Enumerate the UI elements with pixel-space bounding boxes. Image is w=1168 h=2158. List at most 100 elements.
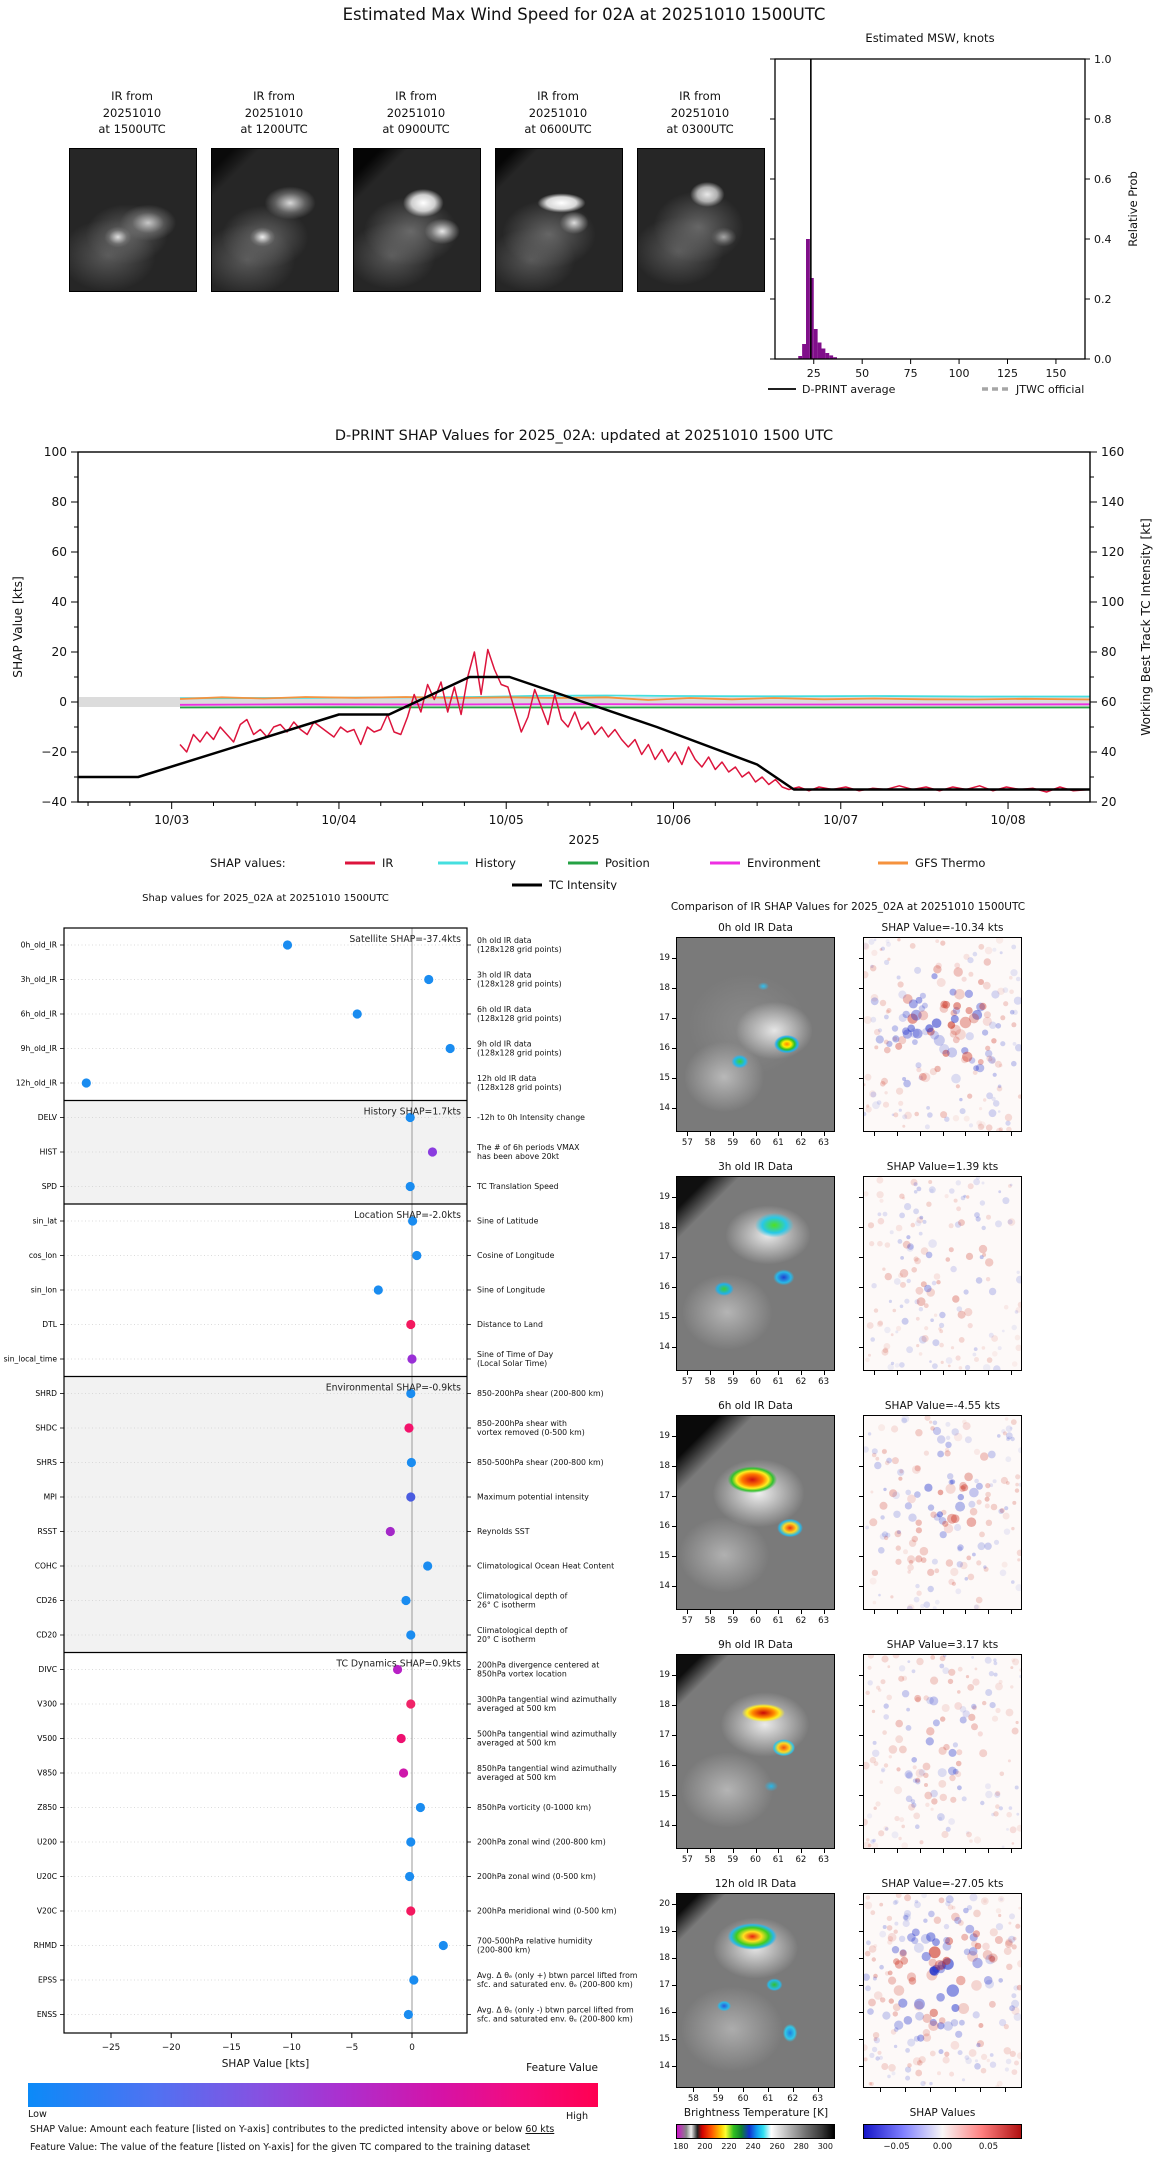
feature-desc: 0h old IR data(128x128 grid points): [477, 936, 562, 954]
dotplot-dots: [81, 940, 455, 2020]
lat-tick: [672, 1903, 676, 1905]
lat-tick: [672, 1586, 676, 1587]
feature-dot: [405, 1181, 415, 1192]
ir-satellite-image: [495, 148, 623, 293]
svg-text:200hPa meridional wind (0-500: 200hPa meridional wind (0-500 km): [477, 1907, 617, 1916]
feature-dot: [406, 1837, 416, 1847]
lat-tick: [859, 1108, 863, 1109]
svg-text:Reynolds SST: Reynolds SST: [477, 1527, 530, 1536]
lat-tick: [672, 1705, 676, 1706]
svg-text:Cosine of Longitude: Cosine of Longitude: [477, 1251, 555, 1260]
lat-tick: [859, 2012, 863, 2014]
lat-tick: [672, 2012, 676, 2014]
footnote-prefix: SHAP Value:: [30, 2124, 87, 2135]
feature-dot: [427, 1147, 438, 1157]
svg-text:TC Dynamics SHAP=0.9kts: TC Dynamics SHAP=0.9kts: [335, 1659, 461, 1670]
lon-tick: [1010, 1371, 1012, 1375]
lon-tick: [687, 1849, 689, 1853]
svg-text:−25: −25: [102, 2043, 121, 2053]
ir-thumbnail-caption: IR from 20251010 at 1500UTC: [98, 89, 166, 137]
lat-tick-label: 19: [659, 1431, 670, 1441]
lat-tick-label: 14: [659, 1342, 670, 1352]
histogram-axes: 0.0 0.2 0.4 0.6 0.8 1.0 25 50 75 100 125 150: [770, 53, 1112, 380]
shap-value-title: SHAP Value=3.17 kts: [886, 1639, 999, 1651]
svg-text:averaged at 500 km: averaged at 500 km: [477, 1704, 556, 1713]
lat-tick-label: 18: [659, 983, 670, 993]
lat-tick: [672, 1317, 676, 1318]
ir-thumbnail: IR from 20251010 at 1500UTC: [62, 88, 202, 293]
lat-tick: [859, 1795, 863, 1796]
lat-tick: [672, 2066, 676, 2068]
shap-value-title: SHAP Value=-4.55 kts: [884, 1400, 1001, 1412]
feature-dot: [406, 1388, 416, 1399]
lat-tick: [672, 1526, 676, 1527]
lon-tick: [905, 2088, 907, 2092]
lon-tick-label: 57: [681, 1377, 693, 1387]
ir-thumbnail-caption: IR from 20251010 at 0600UTC: [524, 89, 592, 137]
lon-tick-label: 63: [818, 1138, 830, 1148]
lon-tick: [710, 1132, 712, 1136]
lon-tick-label: 60: [750, 1377, 761, 1387]
lat-tick: [859, 1526, 863, 1527]
svg-text:D-PRINT SHAP Values for 2025_0: D-PRINT SHAP Values for 2025_02A: update…: [335, 428, 833, 444]
lon-tick: [965, 1371, 967, 1375]
lat-tick: [859, 1018, 863, 1019]
lat-tick: [859, 1586, 863, 1587]
lat-tick: [672, 988, 676, 989]
lat-tick-label: 19: [659, 1192, 670, 1202]
shap-map-image: [863, 1415, 1022, 1610]
lat-tick: [672, 1985, 676, 1987]
lat-tick: [859, 1675, 863, 1676]
footnote-text: Amount each feature [listed on Y-axis] c…: [86, 2124, 526, 2135]
svg-text:50: 50: [855, 367, 869, 380]
lat-tick-label: 15: [659, 1790, 670, 1800]
lon-tick-label: 63: [818, 1616, 830, 1626]
feature-dot: [406, 1492, 416, 1502]
feature-desc: 6h old IR data(128x128 grid points): [477, 1005, 562, 1023]
feature-desc: Sine of Longitude: [477, 1286, 545, 1295]
svg-text:25: 25: [807, 367, 821, 380]
lat-tick: [859, 1496, 863, 1497]
footnote-prefix: Feature Value:: [30, 2142, 98, 2153]
timeseries-series: [78, 648, 1091, 793]
lon-tick: [942, 1849, 944, 1853]
feature-dot: [445, 1043, 455, 1054]
svg-text:160: 160: [1101, 445, 1124, 459]
feature-dot: [408, 1216, 418, 1226]
lon-tick: [823, 1849, 825, 1853]
lon-tick-label: 59: [727, 1377, 739, 1387]
ir-thumbnail: IR from 20251010 at 1200UTC: [204, 88, 344, 293]
svg-text:(128x128 grid points): (128x128 grid points): [477, 1083, 562, 1092]
svg-text:Sine of Time of Day: Sine of Time of Day: [477, 1350, 554, 1359]
feature-dot: [392, 1664, 403, 1675]
lon-tick: [710, 1371, 712, 1375]
lon-tick: [755, 1849, 757, 1853]
feature-dot: [409, 1975, 419, 1985]
ir-data-title: 3h old IR Data: [718, 1161, 793, 1173]
feature-dot: [406, 1319, 416, 1330]
svg-text:D-PRINT average: D-PRINT average: [802, 383, 896, 396]
lon-tick: [880, 2088, 882, 2092]
feature-desc: Reynolds SST: [477, 1527, 530, 1536]
lon-tick: [755, 1132, 757, 1136]
lon-tick: [1010, 1132, 1012, 1136]
lon-tick: [778, 1371, 780, 1375]
feature-desc: TC Translation Speed: [476, 1182, 559, 1191]
lon-tick: [687, 1371, 689, 1375]
lat-tick: [859, 1466, 863, 1467]
svg-text:0.0: 0.0: [1094, 353, 1112, 366]
feature-dot: [412, 1250, 422, 1261]
svg-text:0.8: 0.8: [1094, 113, 1112, 126]
svg-text:GFS Thermo: GFS Thermo: [915, 856, 985, 870]
lon-tick: [718, 2088, 720, 2092]
svg-text:TC Translation Speed: TC Translation Speed: [476, 1182, 559, 1191]
feature-name: cos_lon: [29, 1251, 57, 1260]
feature-name: SHRD: [35, 1389, 57, 1398]
lon-tick: [919, 1371, 921, 1375]
svg-text:0h old IR data: 0h old IR data: [477, 936, 532, 945]
feature-name: V850: [37, 1769, 57, 1778]
svg-text:Satellite SHAP=-37.4kts: Satellite SHAP=-37.4kts: [349, 934, 461, 945]
feature-dot: [398, 1768, 409, 1778]
svg-text:0.6: 0.6: [1094, 173, 1112, 186]
